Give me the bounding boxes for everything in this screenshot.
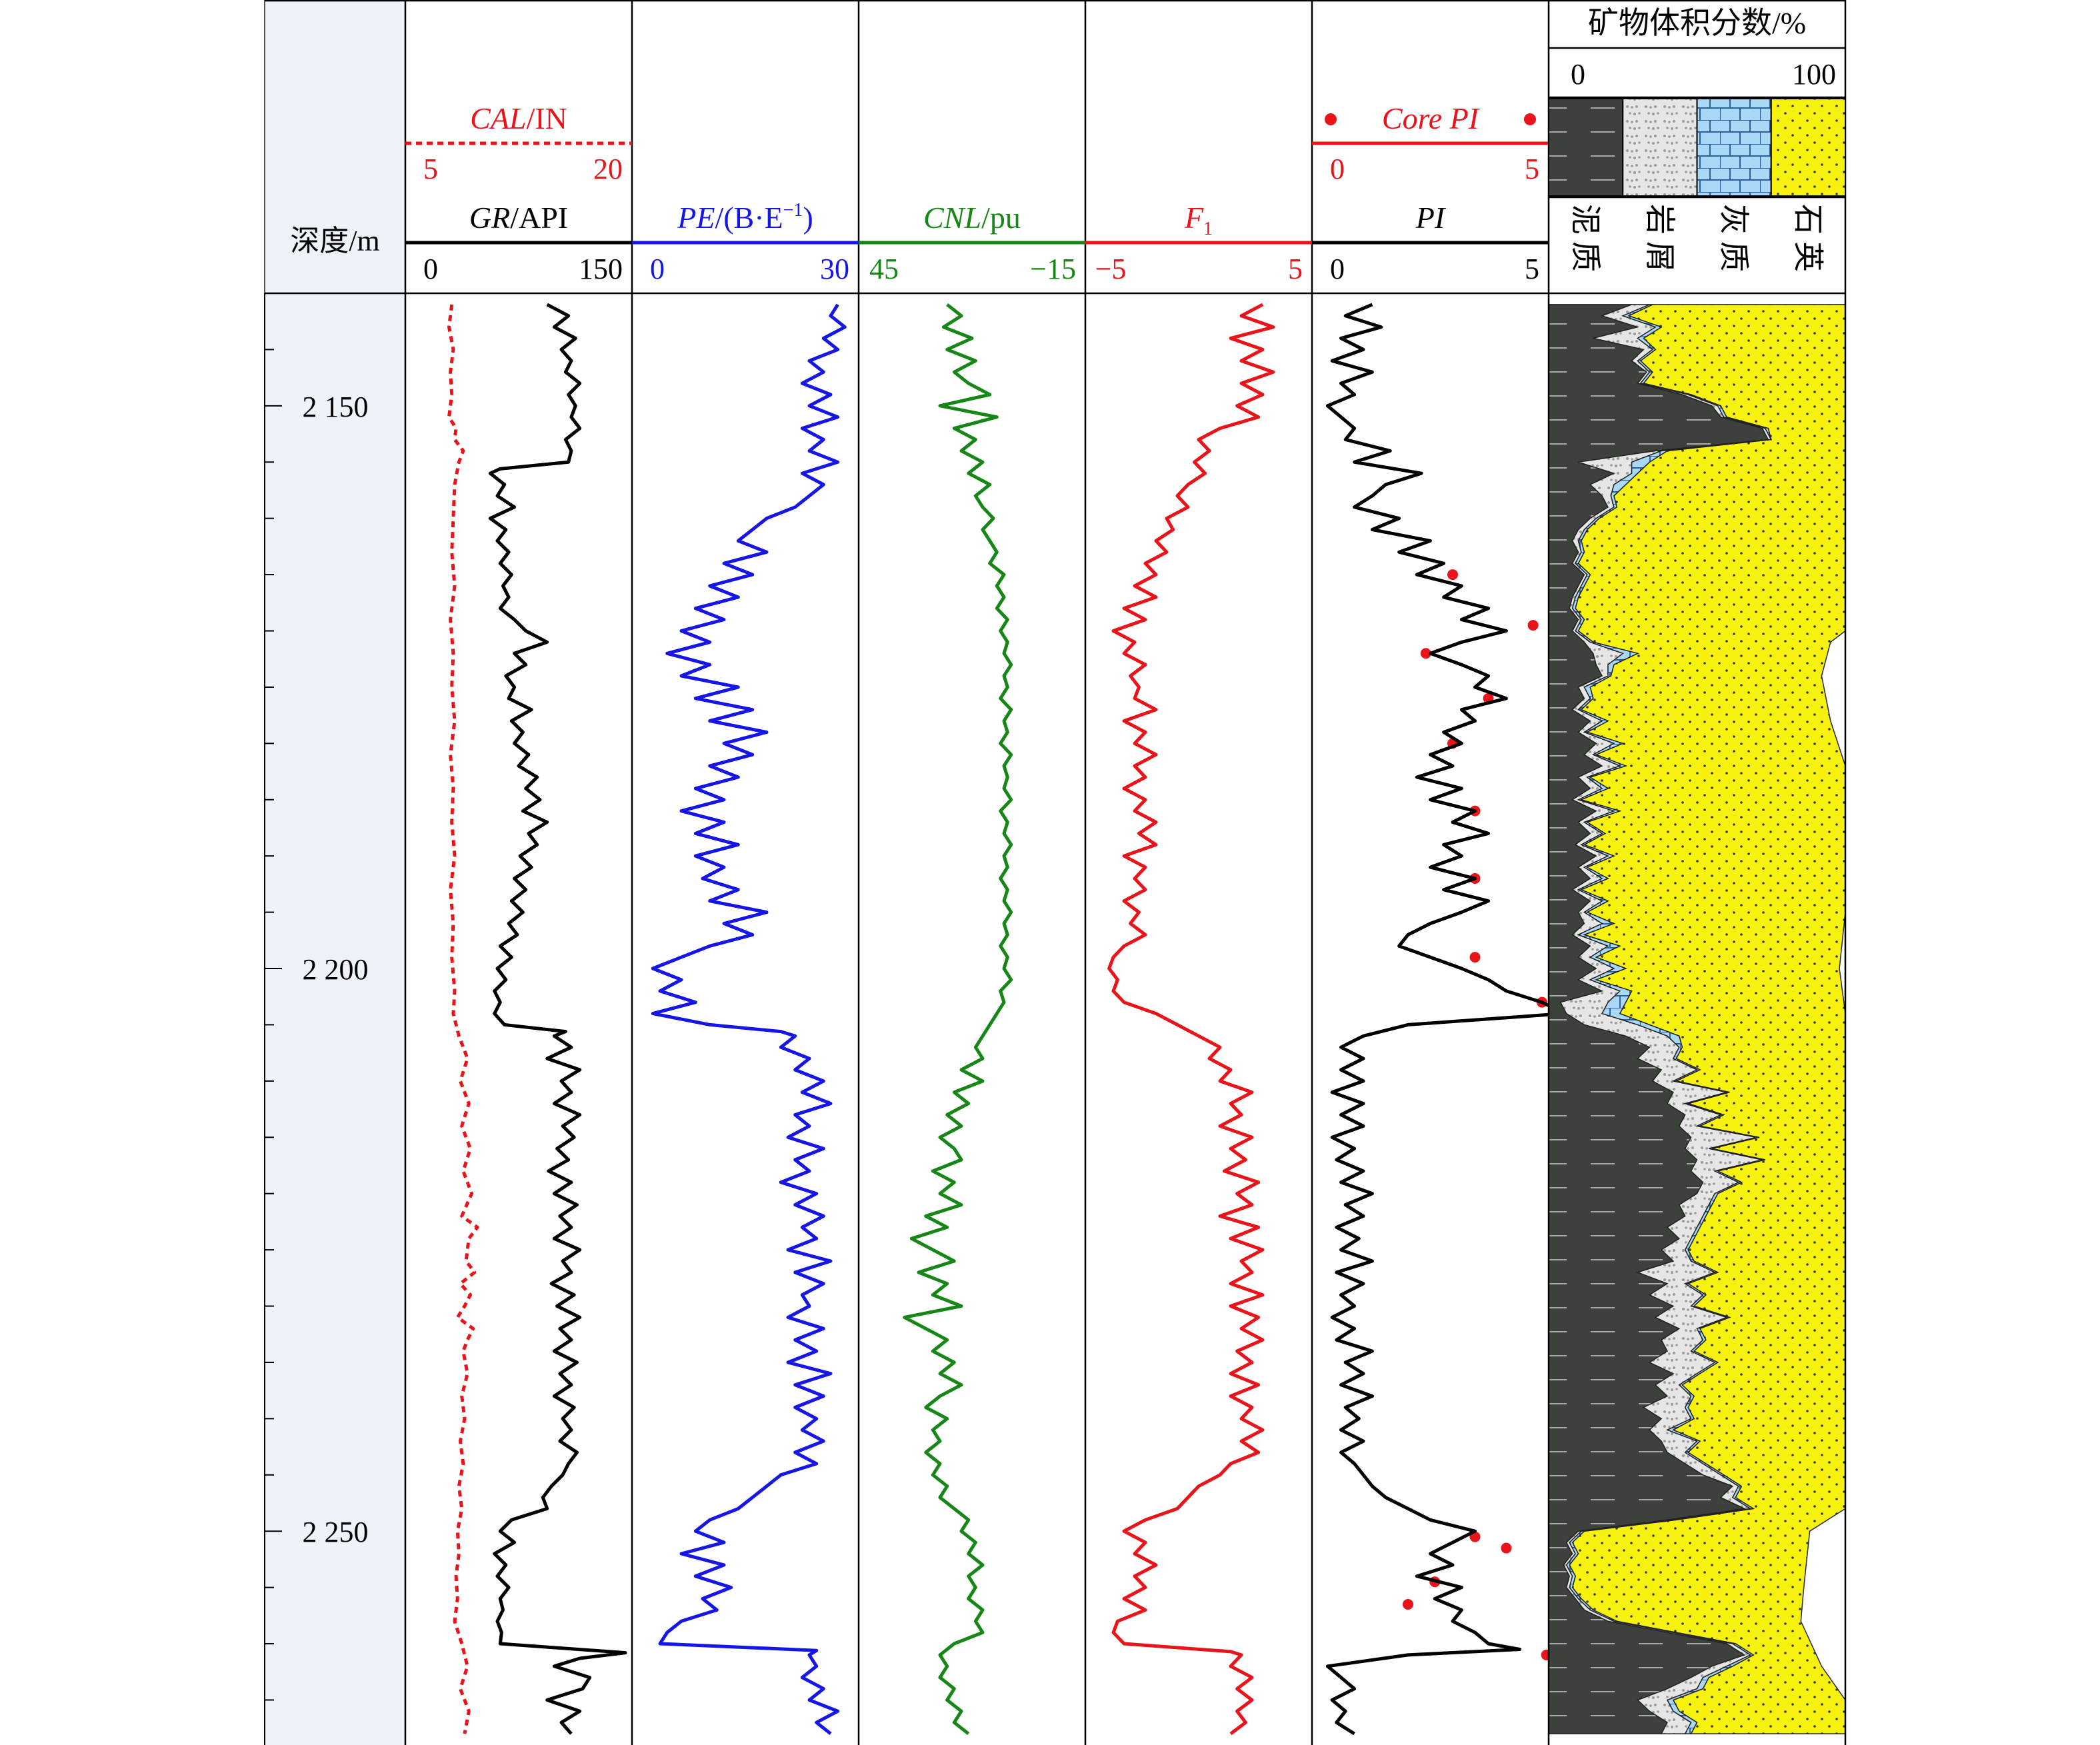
pi-min-label: 0 <box>1330 253 1345 285</box>
corepi-min-label: 0 <box>1330 153 1345 185</box>
mineral-legend-label-0-0: 泥 <box>1569 204 1603 235</box>
cal-min-label: 5 <box>423 153 438 185</box>
depth-axis-label: 深度/m <box>290 225 379 257</box>
pe-curve <box>651 303 847 1736</box>
corepi-title: Core PI <box>1382 101 1481 135</box>
track-headers: GR/API 0 150 CAL/IN 5 20 PE/(B·E−1) 0 30 CNL/pu 45… <box>290 6 1846 285</box>
cal-max-label: 20 <box>593 153 623 185</box>
depth-track-background <box>265 0 405 1745</box>
pi-max-label: 5 <box>1525 253 1539 285</box>
gr-title: GR/API <box>469 201 568 235</box>
cnl-min-label: 45 <box>869 253 899 285</box>
cnl-curve <box>903 303 1013 1736</box>
core-pi-point-13 <box>1541 1649 1549 1660</box>
mineral-legend-label-1-0: 岩 <box>1643 204 1677 235</box>
lime-band <box>1565 304 1772 1734</box>
depth-tick-label-2200: 2 200 <box>303 953 369 986</box>
mineral-legend-swatch-0 <box>1548 98 1624 197</box>
core-pi-point-7 <box>1469 952 1481 963</box>
cal-title: CAL/IN <box>470 101 567 135</box>
depth-tick-label-2250: 2 250 <box>303 1516 369 1548</box>
mineral-legend-label-2-0: 灰 <box>1717 204 1751 235</box>
mineral-track-title: 矿物体积分数/% <box>1588 6 1806 40</box>
gr-curve <box>488 303 627 1735</box>
f1-max-label: 5 <box>1288 253 1303 285</box>
f1-min-label: −5 <box>1095 253 1127 285</box>
depth-tick-label-2150: 2 150 <box>303 391 369 423</box>
cal-curve <box>447 304 479 1734</box>
mineral-min-label: 0 <box>1571 58 1585 91</box>
gr-min-label: 0 <box>423 253 438 285</box>
mineral-legend-label-1-1: 屑 <box>1643 241 1677 272</box>
log-curves <box>447 303 1549 1736</box>
pi-title: PI <box>1415 201 1447 235</box>
mineral-legend-label-2-1: 质 <box>1717 241 1751 272</box>
gr-max-label: 150 <box>579 253 623 285</box>
corepi-max-label: 5 <box>1525 153 1539 185</box>
pe-max-label: 30 <box>820 253 849 285</box>
mineral-max-label: 100 <box>1792 58 1836 91</box>
mineral-legend-swatch-3 <box>1770 98 1846 197</box>
core-pi-legend-dot-left <box>1325 113 1337 125</box>
core-pi-point-12 <box>1403 1598 1413 1610</box>
mineral-legend-label-3-0: 石 <box>1791 204 1825 235</box>
depth-axis: 2 150 2 200 2 250 <box>264 293 369 1745</box>
mineral-legend-label-0-1: 质 <box>1569 241 1603 272</box>
mineral-legend-label-3-1: 英 <box>1791 241 1825 272</box>
mineral-volume-track <box>1549 304 1845 1734</box>
core-pi-point-1 <box>1527 620 1539 631</box>
core-pi-legend-dot-right <box>1524 113 1536 125</box>
cnl-title: CNL/pu <box>923 201 1021 235</box>
core-pi-point-2 <box>1420 648 1431 659</box>
mineral-legend-swatch-1 <box>1622 98 1698 197</box>
core-pi-point-10 <box>1501 1542 1512 1554</box>
f1-curve <box>1107 303 1275 1736</box>
pe-title: PE/(B·E−1) <box>677 200 813 235</box>
cnl-max-label: −15 <box>1030 253 1076 285</box>
pe-min-label: 0 <box>650 253 665 285</box>
mineral-legend-swatch-2 <box>1696 98 1772 197</box>
f1-title: F1 <box>1184 201 1213 239</box>
pi-curve <box>1325 303 1549 1736</box>
core-pi-point-0 <box>1447 569 1458 581</box>
